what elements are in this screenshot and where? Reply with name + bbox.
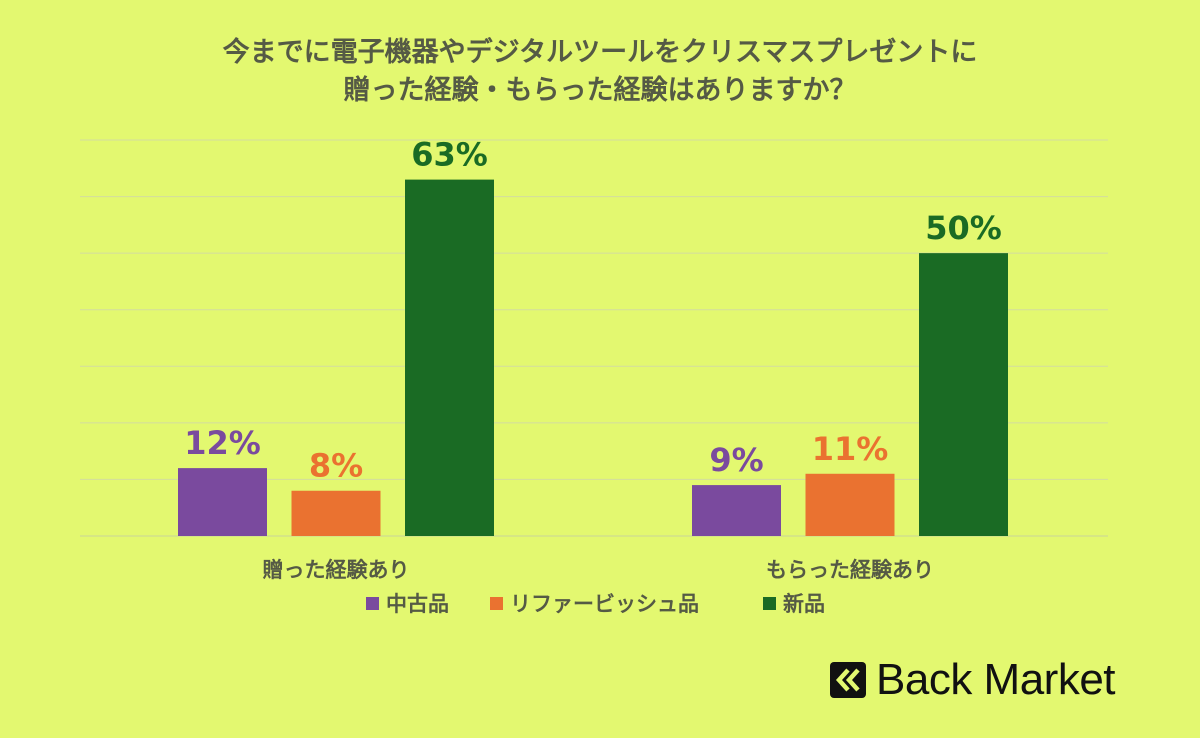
bar [919, 253, 1008, 536]
legend-label: 新品 [783, 592, 825, 616]
bar [178, 468, 267, 536]
legend-swatch [763, 597, 776, 610]
category-label: もらった経験あり [766, 558, 934, 582]
data-label: 8% [309, 447, 363, 485]
chart-title: 今までに電子機器やデジタルツールをクリスマスプレゼントに 贈った経験・もらった経… [0, 34, 1200, 110]
legend-swatch [366, 597, 379, 610]
legend-swatch [490, 597, 503, 610]
title-line-2: 贈った経験・もらった経験はありますか？ [343, 75, 857, 106]
category-label: 贈った経験あり [263, 558, 410, 582]
bar [405, 179, 494, 536]
data-label: 11% [812, 430, 889, 468]
data-label: 9% [709, 441, 763, 479]
bar [291, 490, 381, 536]
title-line-1: 今までに電子機器やデジタルツールをクリスマスプレゼントに [222, 37, 978, 68]
brand-name: Back Market [876, 655, 1116, 704]
back-market-chevron-icon [830, 662, 866, 698]
data-label: 12% [184, 424, 261, 462]
legend-label: 中古品 [386, 592, 449, 616]
legend-label: リファービッシュ品 [510, 592, 699, 616]
back-market-logo: Back Market [828, 655, 1116, 705]
data-label: 50% [925, 209, 1002, 247]
bar [692, 485, 781, 536]
data-label: 63% [411, 136, 488, 174]
bar [805, 473, 895, 536]
